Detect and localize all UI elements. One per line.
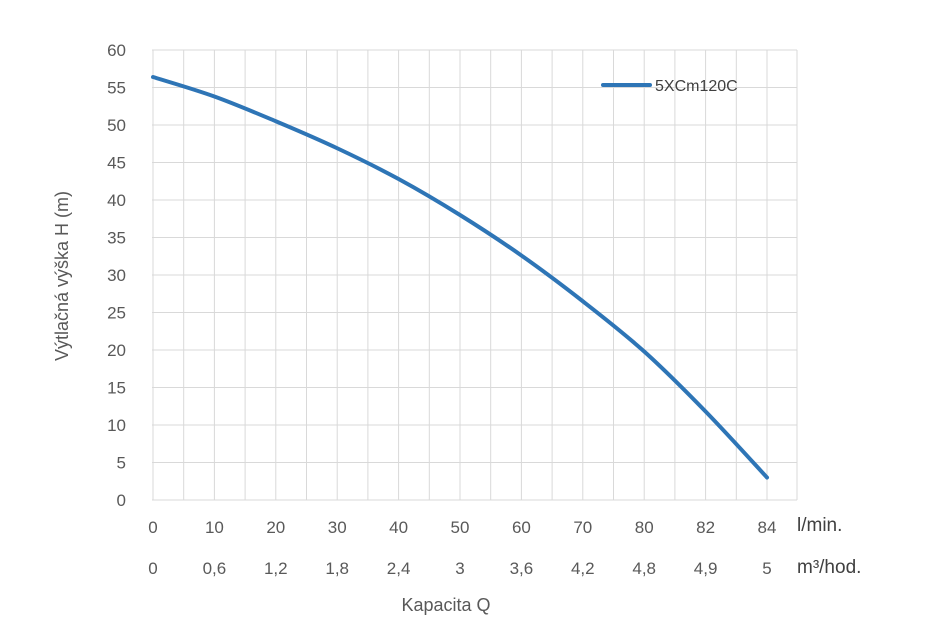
y-tick-label: 10 (107, 416, 126, 435)
y-tick-label: 40 (107, 191, 126, 210)
x-tick-label-m3h: 1,8 (325, 559, 349, 578)
series-line (151, 75, 769, 480)
y-tick-label: 55 (107, 79, 126, 98)
x-tick-label-m3h: 4,2 (571, 559, 595, 578)
x-tick-labels: 0 10 20 30 40 50 60 70 80 82 84 0 0,6 1,2 1,8 2,4 3 3,6 4,… (148, 518, 776, 578)
x-tick-label-lmin: 60 (512, 518, 531, 537)
x-unit-m3h-label: m³/hod. (797, 557, 861, 578)
x-tick-label-lmin: 80 (635, 518, 654, 537)
y-tick-label: 25 (107, 304, 126, 323)
x-tick-label-lmin: 30 (328, 518, 347, 537)
y-tick-label: 5 (117, 454, 126, 473)
y-tick-label: 30 (107, 266, 126, 285)
x-tick-label-lmin: 20 (266, 518, 285, 537)
x-unit-lmin-label: l/min. (797, 515, 842, 536)
x-tick-label-m3h: 3,6 (510, 559, 534, 578)
y-tick-labels: 0 5 10 15 20 25 30 35 40 45 50 55 60 (107, 41, 126, 510)
x-tick-label-lmin: 84 (758, 518, 777, 537)
x-tick-label-lmin: 50 (451, 518, 470, 537)
y-tick-label: 20 (107, 341, 126, 360)
x-tick-label-lmin: 0 (148, 518, 157, 537)
y-tick-label: 0 (117, 491, 126, 510)
x-axis-title: Kapacita Q (401, 595, 490, 615)
x-tick-label-lmin: 40 (389, 518, 408, 537)
y-tick-label: 15 (107, 379, 126, 398)
x-tick-label-m3h: 5 (762, 559, 771, 578)
x-tick-label-lmin: 70 (573, 518, 592, 537)
y-axis-title: Výtlačná výška H (m) (52, 191, 72, 361)
legend-label: 5XCm120C (655, 78, 738, 95)
y-tick-label: 60 (107, 41, 126, 60)
y-tick-label: 45 (107, 154, 126, 173)
legend: 5XCm120C (601, 78, 738, 95)
x-tick-label-lmin: 10 (205, 518, 224, 537)
x-tick-label-m3h: 1,2 (264, 559, 288, 578)
x-tick-label-m3h: 0 (148, 559, 157, 578)
x-tick-label-m3h: 0,6 (203, 559, 227, 578)
y-tick-label: 35 (107, 229, 126, 248)
x-tick-label-m3h: 4,9 (694, 559, 718, 578)
x-tick-label-m3h: 2,4 (387, 559, 411, 578)
x-tick-label-m3h: 3 (455, 559, 464, 578)
series-layer (151, 75, 769, 480)
x-tick-label-lmin: 82 (696, 518, 715, 537)
x-tick-label-m3h: 4,8 (632, 559, 656, 578)
gridlines (152, 49, 798, 501)
y-tick-label: 50 (107, 116, 126, 135)
